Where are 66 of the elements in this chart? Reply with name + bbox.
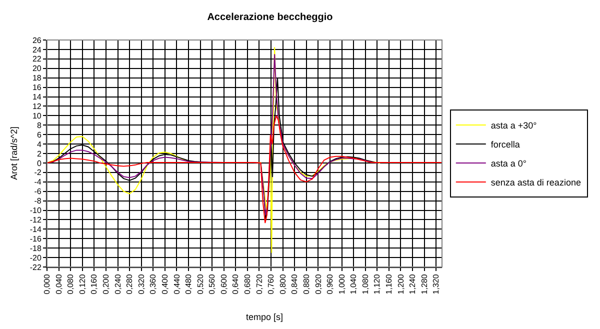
y-tick-label: 26 — [32, 36, 42, 45]
y-tick-label: 14 — [32, 92, 42, 102]
x-tick-label: 0,760 — [266, 274, 276, 294]
y-tick-label: 16 — [32, 83, 42, 92]
y-tick-label: -18 — [30, 244, 42, 253]
x-tick-label: 0,520 — [196, 274, 205, 294]
y-tick-label: -6 — [34, 187, 42, 196]
y-tick-label: -20 — [30, 253, 42, 262]
y-tick-label: 10 — [32, 111, 42, 120]
x-tick-label: 0,080 — [66, 274, 76, 294]
y-tick-label: -2 — [34, 168, 42, 178]
x-tick-label: 0,000 — [42, 274, 52, 294]
y-tick-label: 8 — [36, 120, 42, 130]
x-tick-label: 0,320 — [136, 274, 146, 294]
x-tick-label: 1,120 — [372, 274, 382, 294]
x-tick-label: 0,240 — [113, 274, 122, 294]
x-tick-label: 1,200 — [396, 274, 406, 294]
legend-label: forcella — [490, 140, 520, 150]
x-tick-label: 1,160 — [384, 274, 394, 294]
y-tick-label: -10 — [30, 206, 42, 216]
y-tick-label: -14 — [30, 224, 42, 234]
x-tick-label: 0,960 — [326, 274, 335, 294]
x-tick-label: 1,080 — [360, 274, 370, 294]
y-tick-label: -12 — [30, 216, 42, 225]
x-tick-label: 0,600 — [219, 274, 228, 294]
x-tick-label: 0,560 — [208, 274, 217, 294]
x-tick-label: 0,880 — [302, 274, 311, 294]
x-tick-label: 0,480 — [184, 274, 194, 294]
x-tick-label: 1,040 — [349, 274, 358, 294]
x-tick-label: 0,640 — [231, 274, 240, 294]
x-axis-title: tempo [s] — [246, 312, 284, 322]
y-tick-label: 12 — [32, 102, 42, 112]
y-tick-label: 20 — [32, 64, 42, 74]
x-tick-label: 1,240 — [408, 274, 418, 294]
legend-label: asta a +30° — [490, 120, 538, 131]
x-tick-label: 0,120 — [78, 274, 87, 294]
y-tick-label: 24 — [32, 45, 42, 54]
y-tick-label: 18 — [32, 74, 42, 83]
chart-title: Accelerazione beccheggio — [207, 12, 333, 24]
x-tick-label: 0,680 — [243, 274, 252, 294]
x-tick-label: 0,360 — [148, 274, 158, 294]
y-tick-label: 6 — [36, 130, 42, 140]
y-tick-label: 22 — [32, 54, 42, 64]
x-tick-label: 0,400 — [160, 274, 170, 294]
y-tick-label: -22 — [30, 262, 42, 272]
x-tick-label: 1,000 — [337, 274, 346, 294]
y-tick-label: 2 — [36, 149, 42, 158]
y-tick-label: -8 — [34, 196, 42, 206]
x-tick-label: 0,920 — [314, 274, 323, 294]
x-tick-label: 1,280 — [420, 274, 429, 294]
x-tick-label: 0,840 — [290, 274, 300, 294]
legend-label: asta a 0° — [490, 158, 527, 169]
legend-label: senza asta di reazione — [490, 178, 581, 188]
y-tick-label: -4 — [34, 178, 42, 187]
x-tick-label: 0,800 — [278, 274, 288, 294]
x-tick-label: 0,200 — [102, 274, 111, 294]
y-axis-title: Arot [rad/s^2] — [8, 126, 19, 180]
x-tick-label: 0,040 — [54, 274, 64, 294]
x-tick-label: 0,440 — [172, 274, 182, 294]
y-tick-label: 0 — [36, 158, 42, 168]
y-tick-label: 4 — [36, 140, 42, 149]
x-tick-label: 1,320 — [432, 274, 441, 294]
x-tick-label: 0,160 — [90, 274, 99, 294]
x-tick-label: 0,280 — [125, 274, 134, 294]
x-tick-label: 0,720 — [254, 274, 264, 294]
y-tick-label: -16 — [30, 234, 42, 244]
